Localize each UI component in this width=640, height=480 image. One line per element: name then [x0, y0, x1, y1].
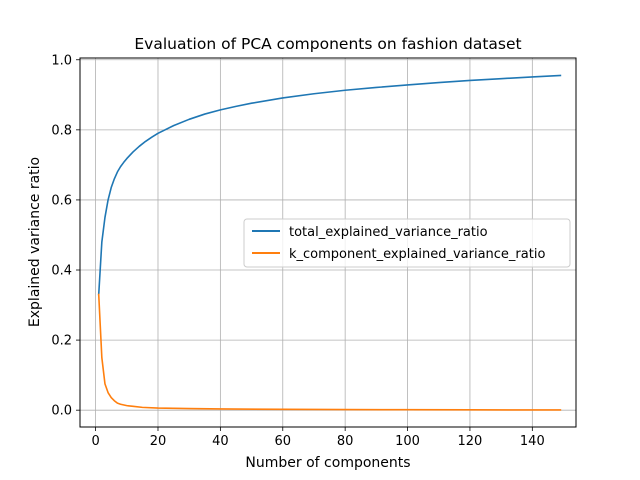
ticks-group: 0 20 40 60 80 100 120 140 0.0 0.2 0.4 0.6 0.8 1.0	[51, 53, 544, 449]
x-axis-label: Number of components	[245, 455, 410, 471]
x-tick-label: 20	[150, 434, 167, 449]
x-tick-label: 80	[337, 434, 354, 449]
legend: total_explained_variance_ratio k_compone…	[243, 218, 571, 268]
y-tick-label: 0.0	[51, 404, 72, 419]
y-tick-label: 0.8	[51, 123, 72, 138]
grid	[80, 58, 576, 427]
x-tick-label: 0	[91, 434, 99, 449]
x-tick-label: 120	[458, 434, 483, 449]
legend-label-k-component: k_component_explained_variance_ratio	[289, 247, 545, 262]
series-line-total	[97, 74, 562, 296]
series-group	[97, 74, 562, 411]
x-tick-label: 60	[274, 434, 291, 449]
y-tick-label: 0.6	[51, 193, 72, 208]
plot-frame	[79, 57, 577, 428]
legend-label-total: total_explained_variance_ratio	[289, 225, 488, 240]
y-axis-label: Explained variance ratio	[27, 157, 43, 327]
chart-title: Evaluation of PCA components on fashion …	[134, 35, 521, 53]
x-tick-label: 100	[395, 434, 420, 449]
y-tick-label: 0.4	[51, 264, 72, 279]
y-tick-label: 0.2	[51, 334, 72, 349]
series-line-k-component	[97, 293, 562, 411]
x-tick-label: 140	[520, 434, 545, 449]
x-tick-label: 40	[212, 434, 229, 449]
y-tick-label: 1.0	[51, 53, 72, 68]
legend-box	[243, 218, 571, 268]
